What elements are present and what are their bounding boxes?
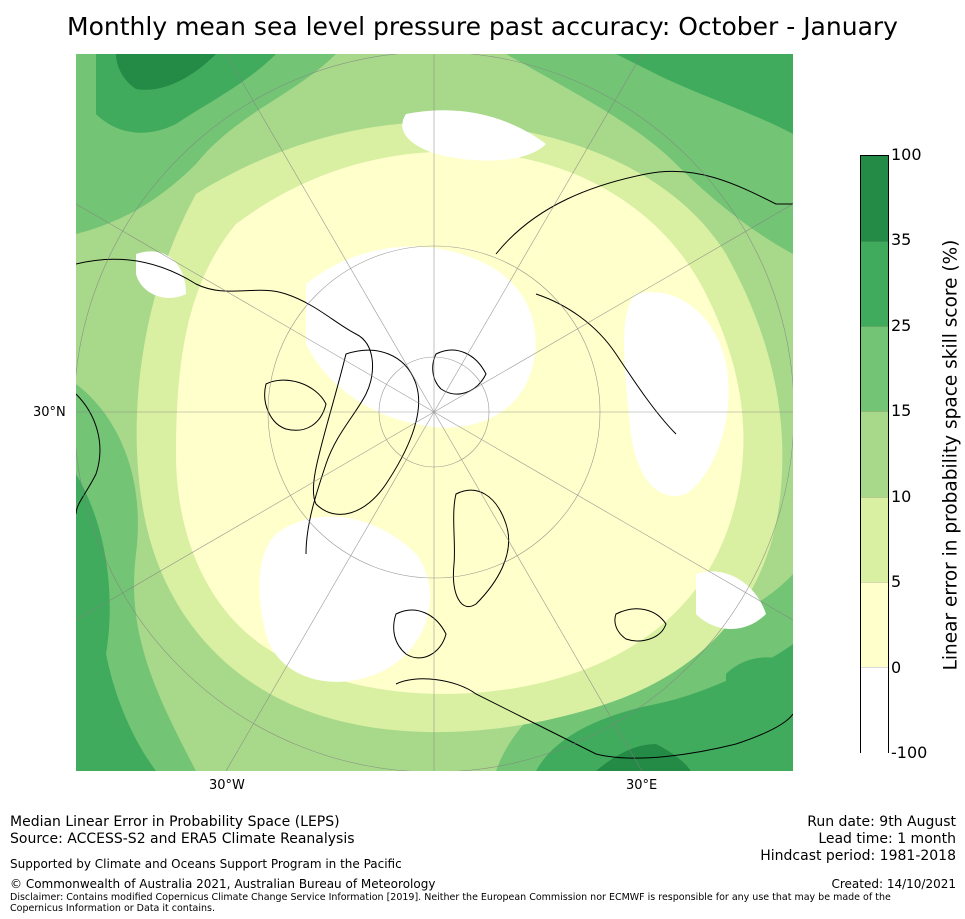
colorbar-tick: 100: [891, 145, 922, 164]
footer-copyright: © Commonwealth of Australia 2021, Austra…: [10, 877, 436, 891]
lon-label-30e: 30°E: [626, 778, 658, 793]
colorbar-bin: [861, 666, 888, 753]
colorbar-tick: 5: [891, 572, 902, 592]
footer-created: Created: 14/10/2021: [831, 877, 956, 891]
colorbar-tick: 35: [891, 230, 912, 250]
colorbar-label: Linear error in probability space skill …: [940, 239, 962, 671]
footer-run-date: Run date: 9th August: [807, 814, 956, 830]
colorbar-tick: 15: [891, 401, 912, 421]
colorbar-tick: 25: [891, 315, 912, 335]
colorbar-bin: [861, 496, 888, 583]
colorbar-bin: [861, 326, 888, 413]
skill-field-neg: [306, 246, 536, 428]
lon-label-30w: 30°W: [209, 778, 245, 793]
colorbar-bin: [861, 581, 888, 668]
chart-title: Monthly mean sea level pressure past acc…: [67, 12, 898, 41]
coastlines: [76, 170, 793, 759]
colorbar: [860, 155, 889, 753]
footer-metric: Median Linear Error in Probability Space…: [10, 814, 340, 830]
footer-disclaimer: Disclaimer: Contains modified Copernicus…: [10, 892, 891, 914]
polar-map: [76, 54, 793, 771]
colorbar-bin: [861, 411, 888, 498]
lat-label-30n: 30°N: [33, 405, 66, 420]
footer-source: Source: ACCESS-S2 and ERA5 Climate Reana…: [10, 831, 355, 847]
colorbar-bin: [861, 156, 888, 242]
graticule: [76, 54, 793, 771]
footer-supported: Supported by Climate and Oceans Support …: [10, 857, 402, 871]
footer-lead-time: Lead time: 1 month: [818, 831, 956, 847]
footer-hindcast: Hindcast period: 1981-2018: [760, 848, 956, 864]
colorbar-tick: 10: [891, 486, 912, 506]
colorbar-tick: -100: [891, 743, 928, 762]
colorbar-tick: 0: [891, 657, 902, 677]
colorbar-bin: [861, 241, 888, 328]
